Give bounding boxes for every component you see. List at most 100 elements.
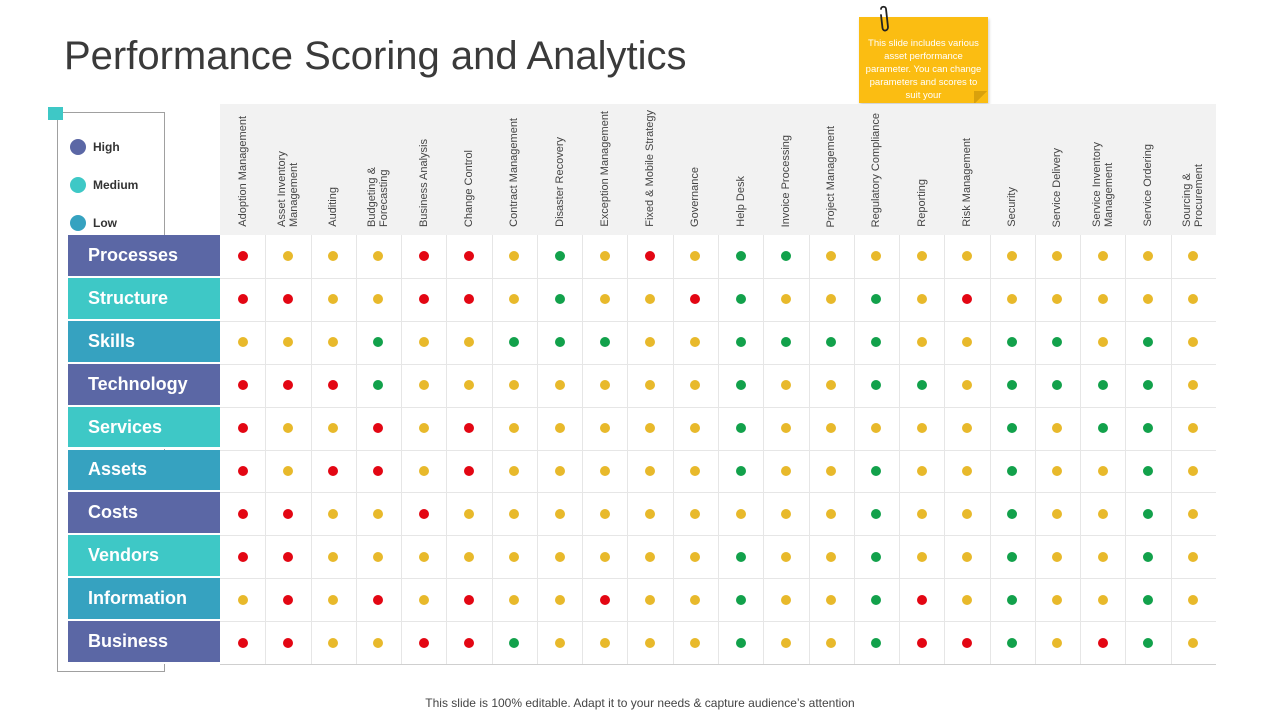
score-dot xyxy=(282,423,293,434)
score-dot xyxy=(1143,380,1154,391)
score-dot xyxy=(463,423,474,434)
column-header: Project Management xyxy=(809,104,854,235)
legend-label-high: High xyxy=(93,140,120,154)
column-header: Contract Management xyxy=(492,104,537,235)
column-header-label: Invoice Processing xyxy=(779,134,792,227)
column-header: Service Inventory Management xyxy=(1080,104,1125,235)
score-dot xyxy=(1143,551,1154,562)
score-dot xyxy=(1097,465,1108,476)
score-dot xyxy=(1097,337,1108,348)
score-dot xyxy=(599,465,610,476)
score-dot xyxy=(1007,508,1018,519)
score-dot xyxy=(690,637,701,648)
score-dot xyxy=(418,423,429,434)
score-dot xyxy=(871,594,882,605)
column-header-label: Reporting xyxy=(915,179,928,227)
score-dot xyxy=(1007,465,1018,476)
score-dot xyxy=(961,423,972,434)
grid-col-line xyxy=(582,235,584,664)
score-dot xyxy=(282,380,293,391)
score-dot xyxy=(961,594,972,605)
score-dot xyxy=(916,423,927,434)
column-header: Risk Management xyxy=(944,104,989,235)
column-header: Invoice Processing xyxy=(763,104,808,235)
footer-caption: This slide is 100% editable. Adapt it to… xyxy=(425,696,855,710)
score-dot xyxy=(735,337,746,348)
score-dot xyxy=(916,294,927,305)
score-dot xyxy=(871,551,882,562)
column-header-label: Security xyxy=(1006,187,1019,227)
score-dot xyxy=(961,294,972,305)
score-dot xyxy=(1052,551,1063,562)
score-dot xyxy=(1188,508,1199,519)
score-dot xyxy=(735,594,746,605)
score-dot xyxy=(735,380,746,391)
column-header: Fixed & Mobile Strategy xyxy=(627,104,672,235)
score-dot xyxy=(690,251,701,262)
score-dot xyxy=(780,637,791,648)
score-dot xyxy=(599,594,610,605)
score-dot xyxy=(599,423,610,434)
score-dot xyxy=(554,637,565,648)
score-dot xyxy=(690,337,701,348)
score-dot xyxy=(554,594,565,605)
score-dot xyxy=(554,551,565,562)
score-dot xyxy=(1007,380,1018,391)
score-dot xyxy=(554,251,565,262)
score-dot xyxy=(282,594,293,605)
grid-col-line xyxy=(808,235,810,664)
score-dot xyxy=(1052,294,1063,305)
legend-accent xyxy=(48,107,63,120)
grid-col-line xyxy=(899,235,901,664)
score-dot xyxy=(871,465,882,476)
score-dot xyxy=(237,423,248,434)
score-dot xyxy=(826,423,837,434)
score-dot xyxy=(645,294,656,305)
legend-dot-medium xyxy=(70,177,86,193)
score-dot xyxy=(599,294,610,305)
score-dot xyxy=(735,551,746,562)
score-dot xyxy=(645,637,656,648)
score-dot xyxy=(826,251,837,262)
score-dot xyxy=(1007,423,1018,434)
grid-col-line xyxy=(491,235,493,664)
score-dot xyxy=(509,423,520,434)
score-dot xyxy=(599,508,610,519)
score-dot xyxy=(328,294,339,305)
score-dot xyxy=(1143,594,1154,605)
score-dot xyxy=(328,508,339,519)
row-header-vendors: Vendors xyxy=(68,535,220,579)
grid-col-line xyxy=(355,235,357,664)
score-dot xyxy=(463,294,474,305)
score-dot xyxy=(282,551,293,562)
score-dot xyxy=(916,380,927,391)
score-dot xyxy=(1052,380,1063,391)
score-dot xyxy=(780,337,791,348)
score-dot xyxy=(961,337,972,348)
score-dot xyxy=(1188,337,1199,348)
score-dot xyxy=(328,380,339,391)
score-dot xyxy=(780,551,791,562)
score-dot xyxy=(328,251,339,262)
score-dot xyxy=(1007,594,1018,605)
score-dot xyxy=(373,294,384,305)
column-header: Budgeting & Forecasting xyxy=(356,104,401,235)
score-dot xyxy=(328,423,339,434)
row-header-costs: Costs xyxy=(68,492,220,536)
score-dot xyxy=(645,508,656,519)
score-dot xyxy=(1052,508,1063,519)
score-dot xyxy=(780,294,791,305)
score-dot xyxy=(373,380,384,391)
score-dot xyxy=(509,551,520,562)
score-dot xyxy=(1188,380,1199,391)
score-dot xyxy=(599,251,610,262)
score-dot xyxy=(690,294,701,305)
score-dot xyxy=(463,551,474,562)
row-header-processes: Processes xyxy=(68,235,220,278)
score-dot xyxy=(1052,423,1063,434)
sticky-note: This slide includes various asset perfor… xyxy=(859,17,988,103)
score-dot xyxy=(282,508,293,519)
score-dot xyxy=(826,508,837,519)
score-dot xyxy=(916,508,927,519)
score-dot xyxy=(645,337,656,348)
